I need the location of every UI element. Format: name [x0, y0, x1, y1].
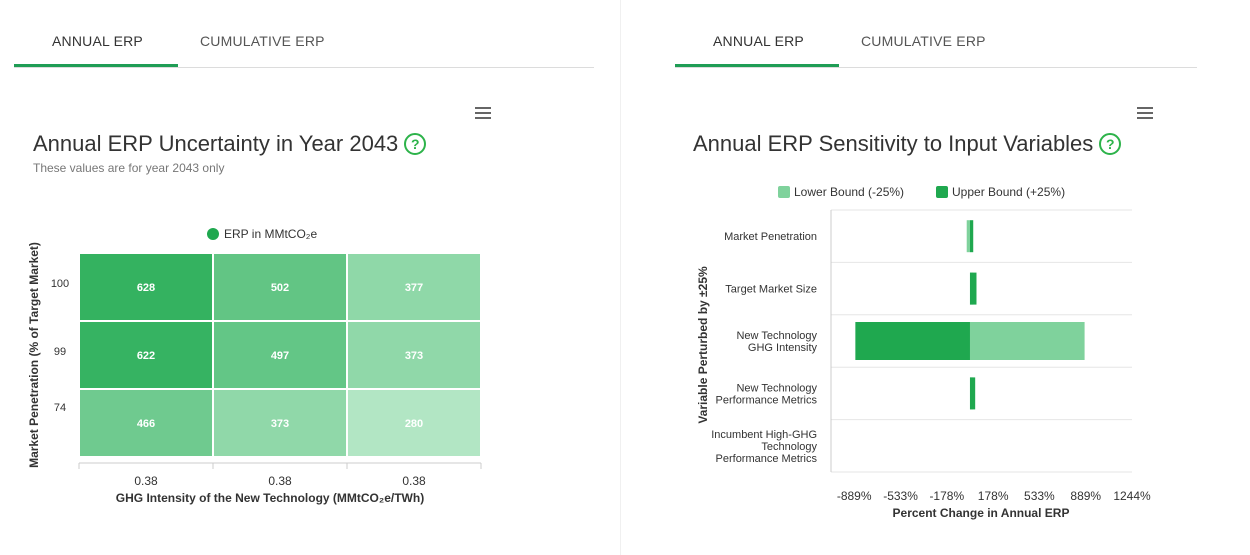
- x-tick-label: 178%: [978, 489, 1009, 503]
- heatmap-chart: ERP in MMtCO₂e 628 502 377 622 497 373 466 373 28…: [27, 227, 482, 505]
- category-label: New Technology GHG Intensity: [736, 330, 817, 354]
- active-tab-indicator: [675, 64, 839, 67]
- bar-upper-bound[interactable]: [969, 272, 977, 305]
- heatmap-cell[interactable]: [78, 388, 214, 458]
- legend-swatch-upper[interactable]: [936, 186, 948, 198]
- y-tick-label: 74: [54, 402, 66, 414]
- tab-cumulative-erp[interactable]: CUMULATIVE ERP: [200, 33, 325, 49]
- legend-swatch-lower[interactable]: [778, 186, 790, 198]
- category-label: Incumbent High-GHG Technology Performance …: [711, 429, 817, 465]
- x-tick-label: 0.38: [402, 474, 426, 488]
- hamburger-menu-icon[interactable]: [475, 107, 491, 119]
- active-tab-indicator: [14, 64, 178, 67]
- x-tick-label: 0.38: [268, 474, 292, 488]
- legend-label[interactable]: ERP in MMtCO₂e: [224, 227, 317, 241]
- legend-dot[interactable]: [207, 228, 219, 240]
- heatmap-cell[interactable]: [78, 252, 214, 322]
- heatmap-cell-value: 622: [137, 350, 155, 362]
- y-axis-title: Market Penetration (% of Target Market): [27, 242, 41, 468]
- category-label: Target Market Size: [725, 284, 817, 296]
- tab-annual-erp[interactable]: ANNUAL ERP: [713, 33, 804, 49]
- annual-erp-sensitivity-panel: ANNUAL ERP CUMULATIVE ERP Annual ERP Sen…: [651, 0, 1211, 555]
- x-tick-label: 533%: [1024, 489, 1055, 503]
- tab-annual-erp[interactable]: ANNUAL ERP: [52, 33, 143, 49]
- chart-title-text: Annual ERP Uncertainty in Year 2043: [33, 131, 399, 156]
- heatmap-cell[interactable]: [212, 252, 348, 322]
- x-tick-label: 0.38: [134, 474, 158, 488]
- bar-upper-bound[interactable]: [855, 322, 970, 360]
- bar-lower-bound[interactable]: [969, 322, 1085, 360]
- tornado-chart: Lower Bound (-25%) Upper Bound (+25%) Mark…: [696, 185, 1151, 520]
- x-axis-title: Percent Change in Annual ERP: [893, 506, 1070, 520]
- y-tick-label: 99: [54, 346, 66, 358]
- heatmap-cell-value: 497: [271, 350, 289, 362]
- left-tab-bar: ANNUAL ERP CUMULATIVE ERP: [14, 0, 594, 68]
- help-icon[interactable]: ?: [1099, 133, 1122, 155]
- help-icon[interactable]: ?: [404, 133, 427, 155]
- x-tick-label: -889%: [837, 489, 872, 503]
- heatmap-cell-value: 373: [405, 350, 423, 362]
- x-tick-label: -533%: [883, 489, 918, 503]
- bar-lower-bound[interactable]: [966, 220, 970, 253]
- category-label: New Technology Performance Metrics: [716, 382, 818, 406]
- x-tick-label: -178%: [929, 489, 964, 503]
- heatmap-cell[interactable]: [346, 320, 482, 390]
- heatmap-cell-value: 377: [405, 282, 423, 294]
- hamburger-menu-icon[interactable]: [1137, 107, 1153, 119]
- bar-upper-bound[interactable]: [969, 220, 974, 253]
- y-axis-title: Variable Perturbed by ±25%: [696, 266, 710, 424]
- heatmap-cell-value: 628: [137, 282, 155, 294]
- x-tick-label: 889%: [1070, 489, 1101, 503]
- heatmap-cell-value: 502: [271, 282, 289, 294]
- chart-title: Annual ERP Sensitivity to Input Variable…: [693, 131, 1122, 157]
- legend-label-upper[interactable]: Upper Bound (+25%): [952, 185, 1065, 199]
- heatmap-cell[interactable]: [346, 388, 482, 458]
- category-label: Market Penetration: [724, 231, 817, 243]
- x-tick-label: 1244%: [1113, 489, 1151, 503]
- heatmap-cell-value: 373: [271, 418, 289, 430]
- page-margin: [1210, 0, 1250, 555]
- chart-title-text: Annual ERP Sensitivity to Input Variable…: [693, 131, 1094, 156]
- heatmap-cell[interactable]: [212, 388, 348, 458]
- bar-upper-bound[interactable]: [969, 377, 976, 410]
- annual-erp-uncertainty-panel: ANNUAL ERP CUMULATIVE ERP Annual ERP Unc…: [0, 0, 618, 555]
- right-tab-bar: ANNUAL ERP CUMULATIVE ERP: [675, 0, 1197, 68]
- panel-divider: [620, 0, 651, 555]
- y-tick-label: 100: [51, 278, 69, 290]
- chart-subtitle: These values are for year 2043 only: [33, 161, 225, 175]
- heatmap-cell-value: 466: [137, 418, 155, 430]
- tab-cumulative-erp[interactable]: CUMULATIVE ERP: [861, 33, 986, 49]
- chart-title: Annual ERP Uncertainty in Year 2043?: [33, 131, 427, 157]
- heatmap-cell-value: 280: [405, 418, 423, 430]
- legend-label-lower[interactable]: Lower Bound (-25%): [794, 185, 904, 199]
- x-axis-title: GHG Intensity of the New Technology (MMt…: [116, 491, 424, 505]
